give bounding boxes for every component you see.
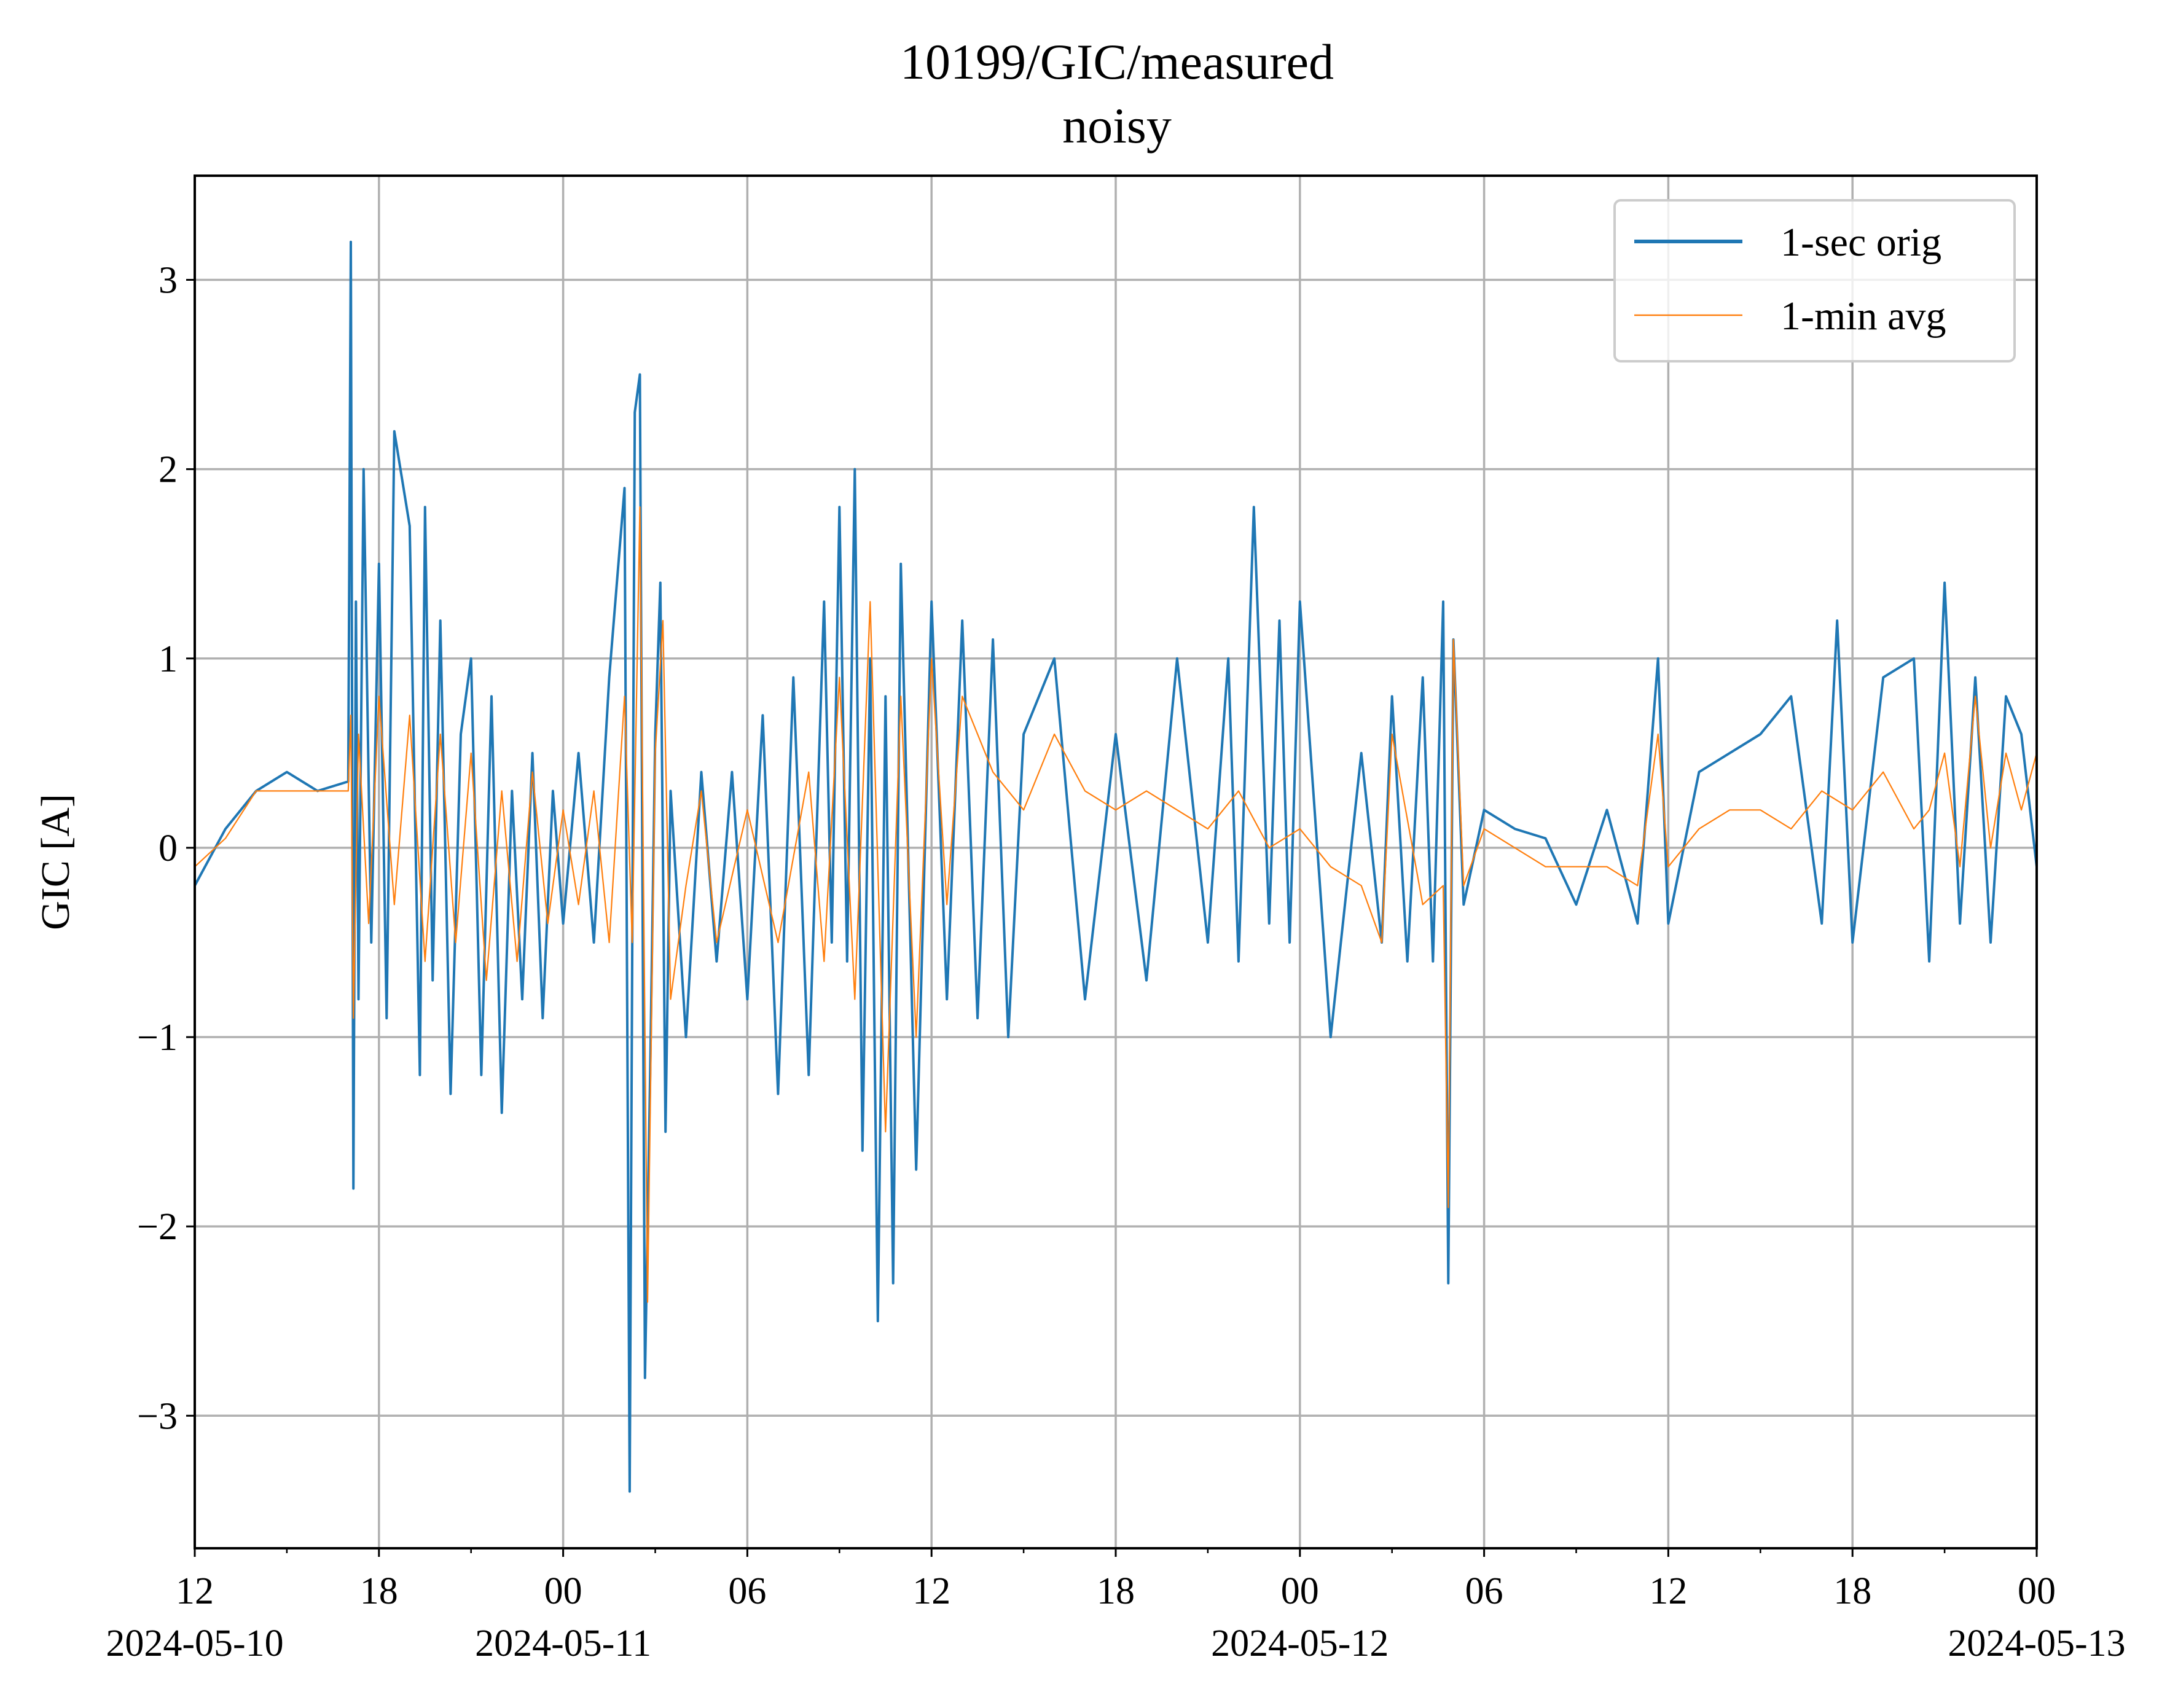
x-tick-label: 12	[176, 1570, 214, 1612]
y-tick-label: −3	[137, 1395, 178, 1437]
x-tick-label: 06	[1465, 1570, 1503, 1612]
x-tick-label: 18	[1833, 1570, 1871, 1612]
x-tick-label: 00	[544, 1570, 582, 1612]
x-tick-label: 12	[1649, 1570, 1687, 1612]
series-line-1-min-avg	[195, 506, 2037, 1303]
y-tick-label: −1	[137, 1017, 178, 1059]
x-tick-label: 00	[1281, 1570, 1319, 1612]
y-axis-label: GIC [A]	[33, 794, 78, 930]
x-tick-label: 12	[912, 1570, 950, 1612]
x-date-label: 2024-05-12	[1211, 1623, 1389, 1664]
y-tick-label: 0	[159, 828, 178, 869]
x-tick-label: 18	[360, 1570, 398, 1612]
plot-area	[195, 240, 2037, 1493]
y-tick-label: 3	[159, 259, 178, 301]
x-date-label: 2024-05-11	[475, 1623, 651, 1664]
series-line-1-sec-orig	[195, 240, 2037, 1493]
x-tick-label: 18	[1097, 1570, 1135, 1612]
y-tick-label: 1	[159, 638, 178, 680]
series-layer	[195, 240, 2037, 1493]
y-axis: 3 2 1 0 −1 −2 −3	[137, 259, 195, 1437]
y-tick-label: 2	[159, 449, 178, 491]
legend-label-1-sec-orig: 1-sec orig	[1780, 220, 1941, 265]
legend: 1-sec orig 1-min avg	[1613, 199, 2016, 362]
x-tick-label: 00	[2018, 1570, 2056, 1612]
chart-title: 10199/GIC/measured	[900, 34, 1334, 90]
chart-subtitle: noisy	[1062, 98, 1172, 154]
legend-label-1-min-avg: 1-min avg	[1780, 294, 1946, 339]
y-tick-label: −2	[137, 1206, 178, 1248]
x-date-label: 2024-05-10	[106, 1623, 283, 1664]
x-axis: 12 2024-05-10 18 00 2024-05-11 06 12 18 00 2024-0…	[106, 1548, 2126, 1664]
x-date-label: 2024-05-13	[1948, 1623, 2125, 1664]
x-tick-label: 06	[728, 1570, 766, 1612]
